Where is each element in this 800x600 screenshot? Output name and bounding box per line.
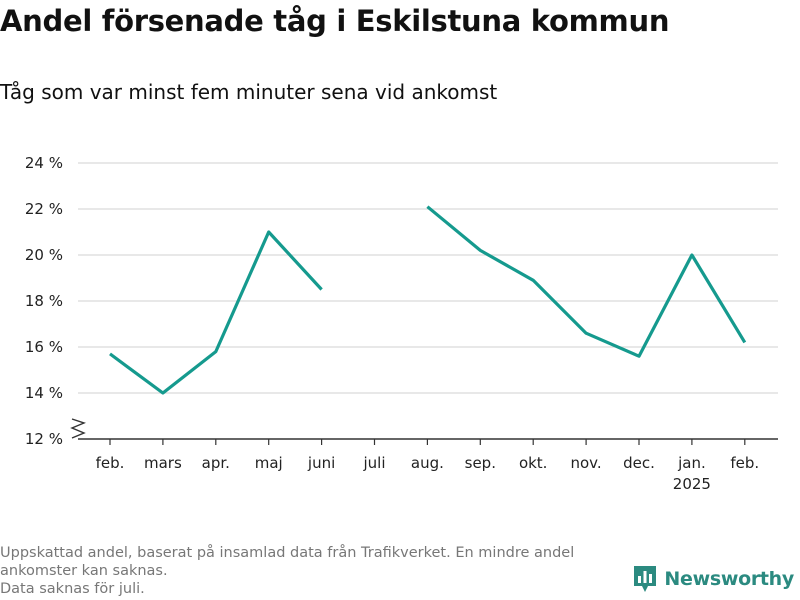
line-chart: 12 % 14 % 16 % 18 % 20 % 22 % 24 % feb. mars apr… [25, 154, 778, 493]
x-tick-label: dec. [623, 454, 655, 472]
x-tick-label: juli [362, 454, 385, 472]
y-tick-label: 14 % [25, 384, 63, 402]
series-line-segment [426, 205, 747, 358]
x-tick-label: jan. [677, 454, 706, 472]
x-tick-label: sep. [465, 454, 496, 472]
footnote-line-1: Uppskattad andel, baserat på insamlad da… [0, 545, 575, 561]
axes [70, 418, 778, 445]
x-tick-label: feb. [96, 454, 125, 472]
x-tick-label: juni [307, 454, 335, 472]
chart-subtitle: Tåg som var minst fem minuter sena vid a… [0, 80, 498, 104]
x-tick-label: okt. [519, 454, 548, 472]
x-tick-labels: feb. mars apr. maj juni juli aug. sep. okt. nov. d… [96, 454, 760, 493]
y-tick-label: 16 % [25, 338, 63, 356]
y-tick-label: 20 % [25, 246, 63, 264]
y-tick-label: 22 % [25, 200, 63, 218]
y-tick-label: 24 % [25, 154, 63, 172]
y-tick-label: 12 % [25, 430, 63, 448]
x-tick-label: aug. [411, 454, 444, 472]
y-tick-labels: 12 % 14 % 16 % 18 % 20 % 22 % 24 % [25, 154, 63, 448]
footnote-line-2: ankomster kan saknas. [0, 563, 168, 579]
x-tick-label: maj [255, 454, 283, 472]
newsworthy-logo-icon [634, 566, 657, 592]
chart-title: Andel försenade tåg i Eskilstuna kommun [0, 4, 670, 38]
x-tick-label: nov. [571, 454, 602, 472]
footnote: Uppskattad andel, baserat på insamlad da… [0, 544, 640, 598]
footnote-line-3: Data saknas för juli. [0, 581, 145, 597]
axis-break-icon [70, 418, 86, 439]
x-tick-label: mars [144, 454, 182, 472]
series-line-segment [109, 230, 323, 395]
series-lines [109, 205, 747, 395]
y-tick-label: 18 % [25, 292, 63, 310]
x-year-label: 2025 [673, 475, 711, 493]
x-tick-label: apr. [202, 454, 230, 472]
x-tick-label: feb. [730, 454, 759, 472]
brand-name: Newsworthy [664, 568, 794, 590]
gridlines [78, 162, 778, 394]
brand-logo: Newsworthy [632, 564, 794, 594]
